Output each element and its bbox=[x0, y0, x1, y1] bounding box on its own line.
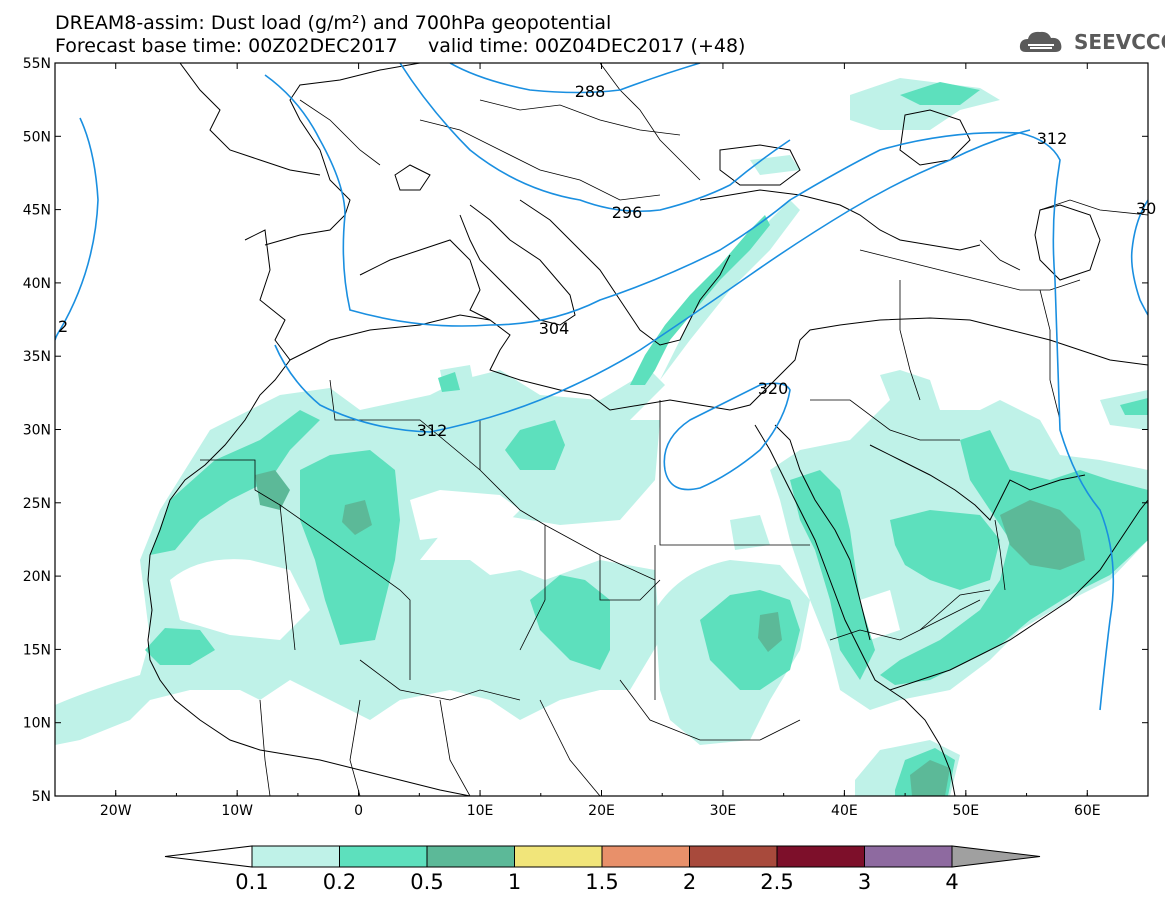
lat-tick-label: 40N bbox=[23, 276, 51, 292]
logo-text: SEEVCCC bbox=[1074, 30, 1165, 54]
colorbar-label: 4 bbox=[945, 870, 958, 894]
colorbar-label: 2.5 bbox=[760, 870, 793, 894]
contour-label-edge-east: 30 bbox=[1136, 199, 1156, 218]
lat-tick-label: 10N bbox=[23, 716, 51, 732]
contour-label-312-west: 312 bbox=[417, 421, 448, 440]
dust-level-high bbox=[255, 470, 1085, 796]
lon-tick-label: 20E bbox=[588, 803, 615, 819]
cloud-logo-icon bbox=[1019, 31, 1062, 52]
lat-tick-label: 55N bbox=[23, 56, 51, 72]
colorbar-low-arrow bbox=[164, 845, 253, 868]
lon-tick-label: 30E bbox=[710, 803, 737, 819]
geopotential-contours bbox=[55, 63, 1148, 711]
lat-tick-label: 50N bbox=[23, 129, 51, 145]
latitude-axis: 55N 50N 45N 40N 35N 30N 25N 20N 15N 10N 5N bbox=[23, 56, 1148, 805]
lat-tick-label: 20N bbox=[23, 569, 51, 585]
colorbar-label: 2 bbox=[683, 870, 696, 894]
lat-tick-label: 45N bbox=[23, 203, 51, 219]
contour-labels: 288 296 304 312 312 320 30 2 bbox=[58, 82, 1156, 440]
colorbar-segment bbox=[251, 845, 340, 868]
colorbar-label: 1 bbox=[508, 870, 521, 894]
colorbar-segment bbox=[339, 845, 428, 868]
contour-label-edge-west: 2 bbox=[58, 317, 68, 336]
colorbar-label: 0.2 bbox=[323, 870, 356, 894]
longitude-axis: 20W 10W 0 10E 20E 30E 40E 50E 60E bbox=[54, 63, 1149, 819]
contour-label-320: 320 bbox=[758, 379, 789, 398]
lat-tick-label: 15N bbox=[23, 642, 51, 658]
map-subtitle: Forecast base time: 00Z02DEC2017 valid t… bbox=[55, 35, 746, 57]
colorbar-segment bbox=[601, 845, 690, 868]
colorbar-label: 3 bbox=[858, 870, 871, 894]
lon-tick-label: 10W bbox=[221, 803, 253, 819]
contour-label-312-east: 312 bbox=[1037, 129, 1068, 148]
lat-tick-label: 30N bbox=[23, 423, 51, 439]
colorbar-label: 1.5 bbox=[585, 870, 618, 894]
dust-field bbox=[55, 78, 1148, 796]
colorbar-segment bbox=[514, 845, 603, 868]
lon-tick-label: 20W bbox=[100, 803, 132, 819]
lat-tick-label: 35N bbox=[23, 349, 51, 365]
lon-tick-label: 0 bbox=[354, 803, 363, 819]
colorbar-segment bbox=[864, 845, 953, 868]
lat-tick-label: 25N bbox=[23, 496, 51, 512]
colorbar-segment bbox=[689, 845, 778, 868]
colorbar-label: 0.1 bbox=[235, 870, 268, 894]
lat-tick-label: 5N bbox=[32, 789, 51, 805]
contour-label-304: 304 bbox=[539, 319, 570, 338]
lon-tick-label: 60E bbox=[1074, 803, 1101, 819]
colorbar-segment bbox=[426, 845, 515, 868]
colorbar-label: 0.5 bbox=[410, 870, 443, 894]
colorbar: 0.1 0.2 0.5 1 1.5 2 2.5 3 4 bbox=[164, 845, 1041, 894]
lon-tick-label: 50E bbox=[952, 803, 979, 819]
colorbar-segment bbox=[776, 845, 865, 868]
map-title: DREAM8-assim: Dust load (g/m²) and 700hP… bbox=[55, 12, 612, 34]
colorbar-high-arrow bbox=[951, 845, 1041, 868]
country-borders bbox=[200, 63, 1148, 796]
contour-label-296: 296 bbox=[612, 203, 643, 222]
lon-tick-label: 40E bbox=[831, 803, 858, 819]
contour-label-288: 288 bbox=[575, 82, 606, 101]
lon-tick-label: 10E bbox=[467, 803, 494, 819]
dust-clear-areas bbox=[170, 490, 900, 640]
